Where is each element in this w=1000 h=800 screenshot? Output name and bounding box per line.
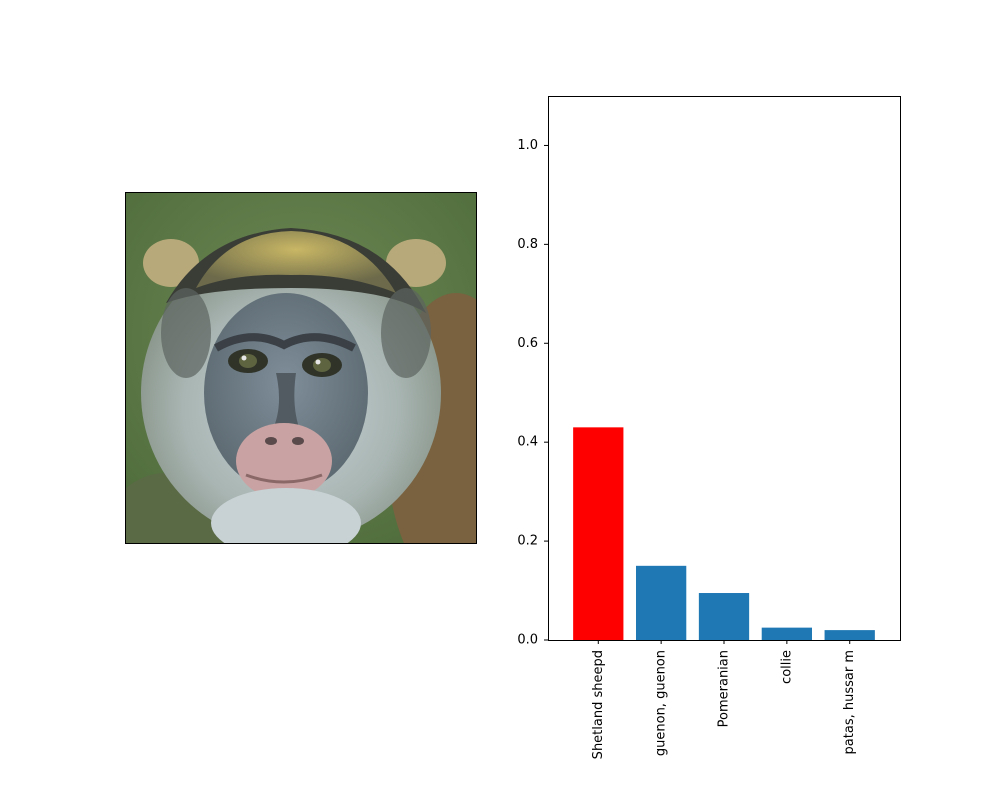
x-tick-label: Shetland sheepd [591,650,606,759]
bar-0 [573,427,624,640]
bar-1 [636,565,687,640]
y-tick-label: 0.8 [517,237,538,252]
y-tick-label: 1.0 [517,138,538,153]
plot-frame [548,96,901,641]
y-tick-label: 0.6 [517,336,538,351]
bar-4 [824,630,875,640]
x-tick-label: guenon, guenon [654,650,669,756]
monkey-face-picture [126,193,476,543]
y-tick-label: 0.4 [517,435,538,450]
x-tick-label: patas, hussar m [842,650,857,754]
y-tick-label: 0.0 [517,633,538,648]
bar-3 [761,627,812,640]
x-tick-label: collie [779,650,794,684]
bar-2 [698,593,750,640]
y-tick-label: 0.2 [517,534,538,549]
x-tick-label: Pomeranian [717,650,732,727]
input-image [125,192,477,544]
